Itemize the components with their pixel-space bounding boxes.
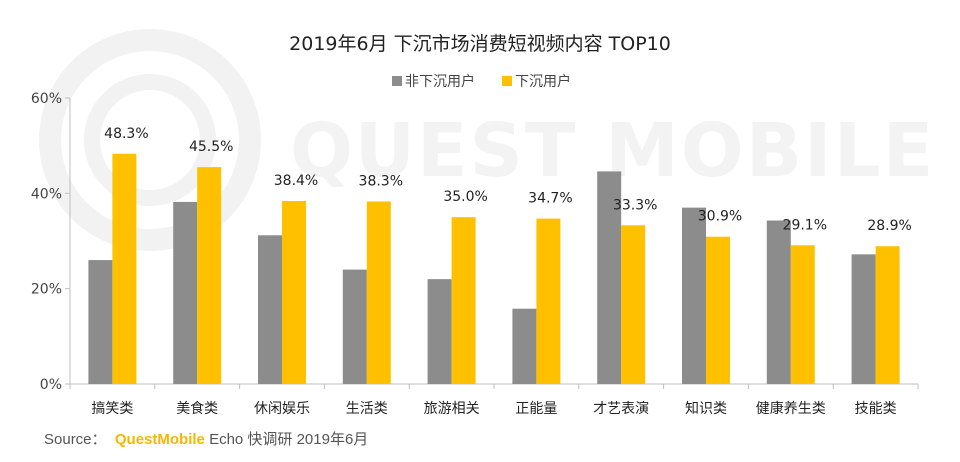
data-label: 45.5% xyxy=(189,139,233,155)
data-label: 38.4% xyxy=(274,173,318,189)
data-label: 33.3% xyxy=(613,197,657,213)
chart-title: 2019年6月 下沉市场消费短视频内容 TOP10 xyxy=(289,33,671,55)
legend-label: 非下沉用户 xyxy=(405,73,475,90)
y-tick-label: 20% xyxy=(31,282,62,298)
category-label: 健康养生类 xyxy=(756,400,826,417)
category-label: 旅游相关 xyxy=(424,401,480,417)
bar-sinking xyxy=(366,201,391,384)
bar-non-sinking xyxy=(173,201,198,384)
data-label: 35.0% xyxy=(443,189,487,205)
y-tick-label: 60% xyxy=(31,91,62,107)
bar-non-sinking xyxy=(88,260,113,384)
bar-sinking xyxy=(706,236,730,384)
data-label: 29.1% xyxy=(783,217,827,233)
legend-label: 下沉用户 xyxy=(515,73,571,90)
data-label: 30.9% xyxy=(698,209,742,225)
category-label: 才艺表演 xyxy=(593,401,649,417)
bar-sinking xyxy=(875,246,900,384)
legend: 非下沉用户 下沉用户 xyxy=(392,73,571,90)
bar-non-sinking xyxy=(512,308,537,384)
watermark-ring-outer xyxy=(39,29,261,251)
bar-non-sinking xyxy=(258,235,282,384)
legend-swatch xyxy=(392,76,402,86)
category-label: 正能量 xyxy=(515,401,557,417)
data-label: 28.9% xyxy=(867,218,911,234)
category-label: 搞笑类 xyxy=(91,401,133,417)
bar-sinking xyxy=(621,225,646,384)
category-label: 美食类 xyxy=(176,400,218,417)
data-label: 48.3% xyxy=(104,126,148,142)
bar-non-sinking xyxy=(342,269,367,384)
bar-sinking xyxy=(451,217,476,384)
bar-sinking xyxy=(112,153,137,384)
y-tick-label: 0% xyxy=(40,377,62,393)
bar-sinking xyxy=(197,167,222,384)
source-prefix: Source： xyxy=(44,431,107,448)
bar-non-sinking xyxy=(766,220,791,384)
data-labels: 48.3% 45.5% 38.4% 38.3% 35.0% 34.7% 33.3% 30.9%… xyxy=(104,126,912,234)
bars xyxy=(88,153,900,384)
bar-sinking xyxy=(282,200,306,384)
category-label: 技能类 xyxy=(855,401,897,417)
bar-sinking xyxy=(536,218,561,384)
data-label: 34.7% xyxy=(528,191,572,207)
data-label: 38.3% xyxy=(359,173,403,189)
y-tick-label: 40% xyxy=(31,186,62,202)
category-label: 知识类 xyxy=(685,400,727,417)
category-label: 休闲娱乐 xyxy=(254,401,310,417)
category-label: 生活类 xyxy=(346,401,388,417)
bar-non-sinking xyxy=(851,254,876,384)
axes: 0% 20% 40% 60% 搞笑类 美食类 休闲娱乐 生活类 旅游相关 正能量 才艺表演 知识类 健康… xyxy=(31,91,919,417)
watermark-ring-inner xyxy=(84,74,216,206)
bar-sinking xyxy=(790,245,815,384)
source-note: Source： QuestMobile Echo 快调研 2019年6月 xyxy=(44,428,368,449)
legend-swatch xyxy=(502,76,512,86)
bar-non-sinking xyxy=(597,171,622,384)
bar-non-sinking xyxy=(682,207,706,384)
source-brand: QuestMobile xyxy=(114,431,205,448)
bar-non-sinking xyxy=(427,279,452,384)
source-rest: Echo 快调研 2019年6月 xyxy=(209,431,369,448)
